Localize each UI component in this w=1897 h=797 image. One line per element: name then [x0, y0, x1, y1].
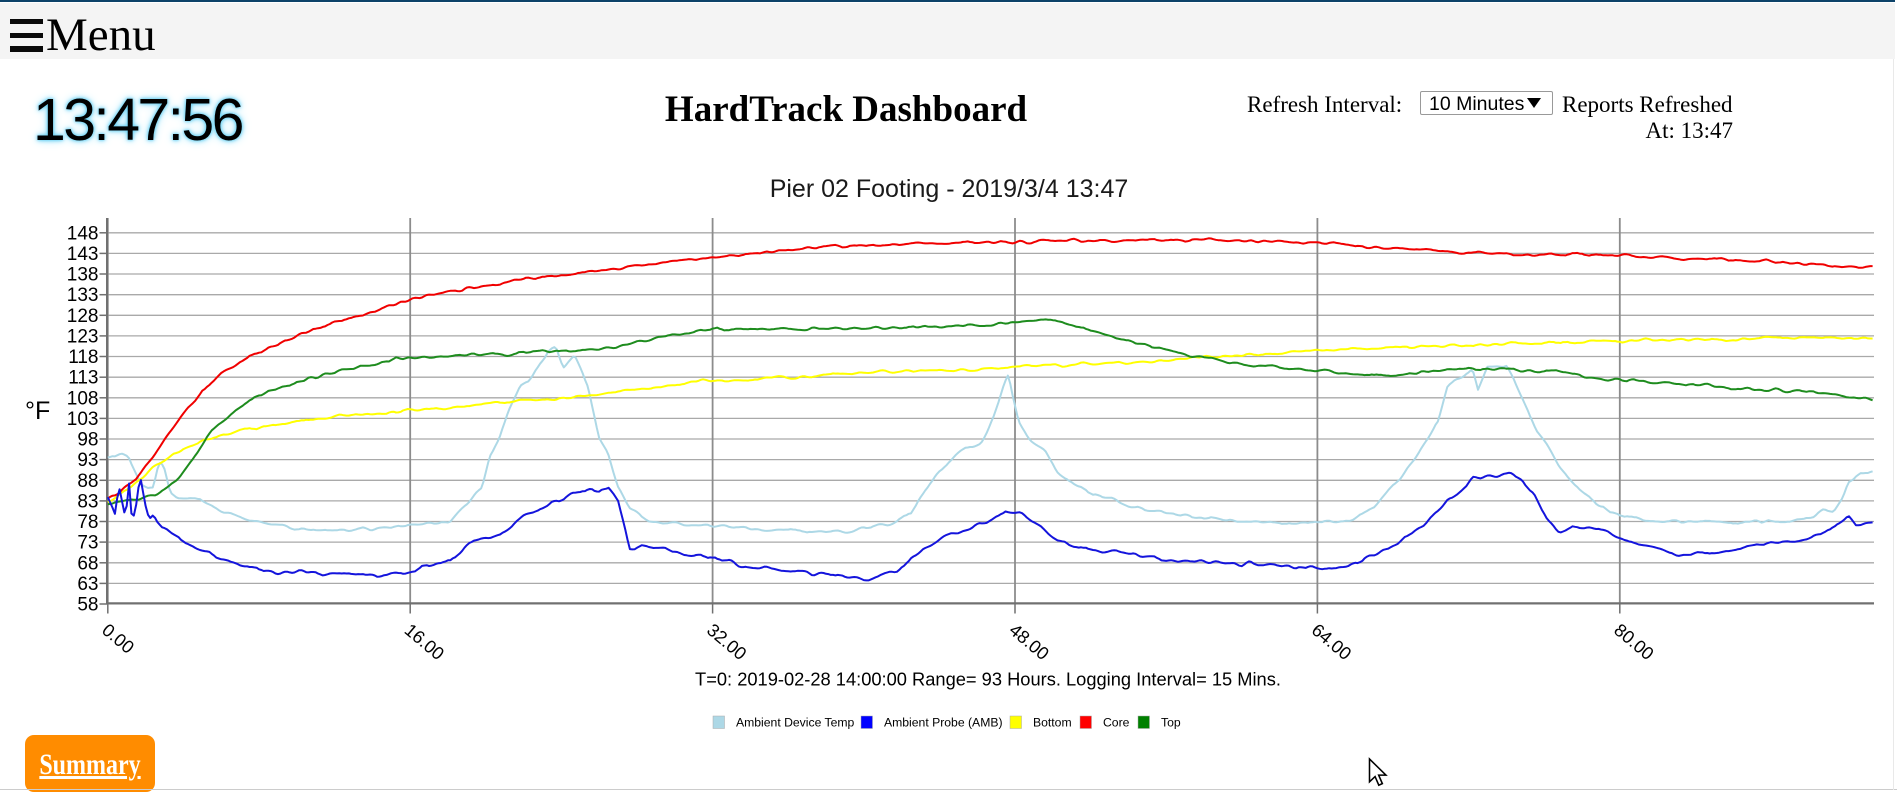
svg-text:83: 83	[77, 491, 98, 512]
svg-text:68: 68	[77, 553, 98, 574]
svg-text:148: 148	[67, 223, 99, 244]
svg-text:138: 138	[67, 265, 99, 286]
svg-text:98: 98	[77, 430, 98, 451]
svg-text:48.00: 48.00	[1005, 620, 1052, 664]
svg-text:123: 123	[67, 326, 99, 347]
svg-text:118: 118	[68, 347, 98, 368]
svg-text:Pier 02 Footing - 2019/3/4 13:: Pier 02 Footing - 2019/3/4 13:47	[770, 175, 1129, 203]
svg-text:80.00: 80.00	[1610, 620, 1657, 664]
svg-text:108: 108	[67, 388, 99, 409]
svg-text:103: 103	[67, 409, 99, 430]
svg-text:73: 73	[77, 533, 98, 554]
svg-text:88: 88	[77, 471, 98, 492]
svg-text:133: 133	[67, 285, 99, 306]
svg-text:58: 58	[77, 595, 98, 616]
svg-text:63: 63	[77, 574, 98, 595]
svg-text:Ambient Device Temp: Ambient Device Temp	[736, 716, 855, 730]
svg-text:Ambient Probe (AMB): Ambient Probe (AMB)	[884, 716, 1003, 730]
svg-text:64.00: 64.00	[1308, 620, 1355, 664]
svg-text:°F: °F	[25, 397, 50, 425]
svg-text:Bottom: Bottom	[1033, 716, 1072, 730]
svg-text:93: 93	[77, 450, 98, 471]
svg-text:32.00: 32.00	[703, 620, 750, 664]
svg-text:78: 78	[77, 512, 98, 533]
svg-text:143: 143	[67, 244, 99, 265]
svg-text:16.00: 16.00	[401, 620, 448, 664]
svg-text:T=0: 2019-02-28 14:00:00 Range: T=0: 2019-02-28 14:00:00 Range= 93 Hours…	[695, 669, 1281, 690]
svg-text:Top: Top	[1161, 716, 1181, 730]
svg-text:Core: Core	[1103, 716, 1130, 730]
svg-text:128: 128	[67, 306, 99, 327]
svg-text:113: 113	[68, 368, 98, 389]
svg-text:0.00: 0.00	[98, 620, 138, 658]
